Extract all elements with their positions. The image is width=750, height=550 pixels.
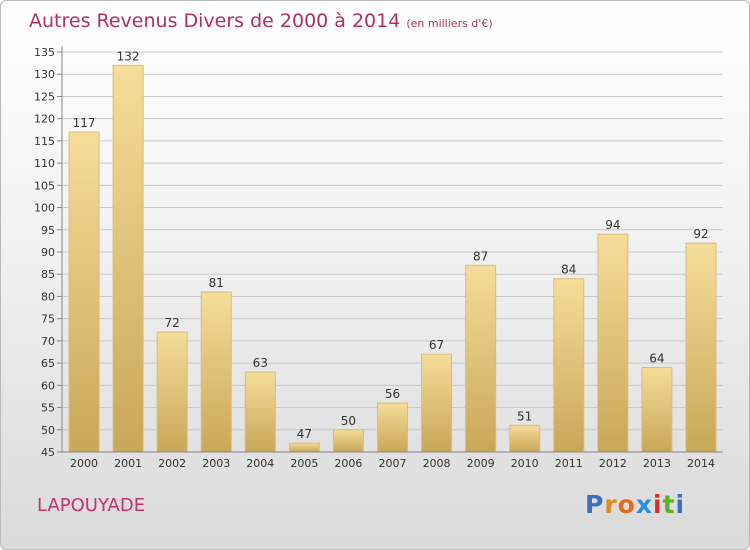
bar bbox=[156, 331, 188, 453]
y-tick-label: 75 bbox=[41, 313, 55, 326]
y-tick-label: 105 bbox=[34, 179, 55, 192]
brand-letter: P bbox=[585, 490, 605, 519]
y-tick-label: 55 bbox=[41, 402, 55, 415]
y-tick-label: 95 bbox=[41, 224, 55, 237]
bar bbox=[68, 131, 100, 453]
x-tick-label: 2006 bbox=[334, 457, 362, 470]
data-label: 94 bbox=[605, 218, 620, 232]
x-tick-label: 2012 bbox=[599, 457, 627, 470]
y-tick-label: 90 bbox=[41, 246, 55, 259]
bar bbox=[332, 429, 364, 453]
y-tick-label: 110 bbox=[34, 157, 55, 170]
x-tick-label: 2005 bbox=[290, 457, 318, 470]
data-label: 47 bbox=[297, 427, 312, 441]
chart-title-unit: (en milliers d'€) bbox=[406, 17, 493, 30]
bar bbox=[553, 278, 585, 453]
brand-letter: o bbox=[617, 490, 636, 519]
y-tick-label: 120 bbox=[34, 113, 55, 126]
bar bbox=[509, 424, 541, 453]
x-tick-label: 2011 bbox=[555, 457, 583, 470]
data-label: 72 bbox=[165, 316, 180, 330]
y-tick-label: 100 bbox=[34, 202, 55, 215]
bars bbox=[68, 64, 717, 453]
x-tick-labels: 2000 2001 2002 2003 2004 2005 2006 2007 2008 2009… bbox=[70, 457, 715, 470]
axes bbox=[61, 46, 723, 453]
x-tick-label: 2007 bbox=[379, 457, 407, 470]
y-tick-label: 45 bbox=[41, 446, 55, 459]
x-tick-label: 2001 bbox=[114, 457, 142, 470]
data-label: 67 bbox=[429, 338, 444, 352]
brand-letter: i bbox=[653, 490, 663, 519]
data-label: 56 bbox=[385, 387, 400, 401]
y-tick-label: 70 bbox=[41, 335, 55, 348]
data-label: 81 bbox=[209, 276, 224, 290]
brand-letter: i bbox=[675, 490, 686, 519]
y-tick-label: 85 bbox=[41, 268, 55, 281]
bar bbox=[112, 64, 144, 453]
brand-letter: t bbox=[662, 490, 676, 519]
y-tick-label: 50 bbox=[41, 424, 55, 437]
data-label: 87 bbox=[473, 249, 488, 263]
data-label: 51 bbox=[517, 409, 532, 423]
chart-title: Autres Revenus Divers de 2000 à 2014 (en … bbox=[29, 10, 493, 32]
x-tick-label: 2004 bbox=[246, 457, 274, 470]
y-tick-label: 135 bbox=[34, 46, 55, 59]
x-tick-label: 2010 bbox=[511, 457, 539, 470]
data-label: 50 bbox=[341, 414, 356, 428]
bar bbox=[597, 233, 629, 453]
data-label: 117 bbox=[73, 116, 96, 130]
y-tick-label: 80 bbox=[41, 290, 55, 303]
x-tick-label: 2009 bbox=[467, 457, 495, 470]
data-label: 84 bbox=[561, 263, 576, 277]
bar bbox=[421, 353, 453, 453]
bar bbox=[685, 242, 717, 453]
bar bbox=[641, 367, 673, 453]
place-name: LAPOUYADE bbox=[37, 495, 146, 516]
y-tick-label: 130 bbox=[34, 68, 55, 81]
x-tick-label: 2000 bbox=[70, 457, 98, 470]
data-label: 63 bbox=[253, 356, 268, 370]
x-tick-label: 2013 bbox=[643, 457, 671, 470]
y-tick-labels: 45 50 55 60 65 70 75 80 85 90 95 100 105 110 115 120 125… bbox=[34, 46, 55, 459]
bar bbox=[377, 402, 408, 453]
y-tick-label: 115 bbox=[34, 135, 55, 148]
data-labels: 117 132 72 81 63 47 50 56 67 87 51 84 94 64 92 bbox=[73, 49, 709, 441]
x-tick-label: 2002 bbox=[158, 457, 186, 470]
x-tick-label: 2008 bbox=[423, 457, 451, 470]
x-tick-label: 2003 bbox=[202, 457, 230, 470]
data-label: 132 bbox=[117, 49, 140, 63]
bar bbox=[465, 264, 497, 453]
chart-title-text: Autres Revenus Divers de 2000 à 2014 bbox=[29, 10, 401, 32]
x-tick-label: 2014 bbox=[687, 457, 715, 470]
y-tick-label: 65 bbox=[41, 357, 55, 370]
brand-letter: r bbox=[604, 490, 618, 519]
brand-letter: x bbox=[635, 490, 653, 519]
bar bbox=[200, 291, 232, 453]
brand-logo: Proxiti bbox=[585, 490, 685, 519]
data-label: 64 bbox=[649, 352, 664, 366]
bar bbox=[288, 442, 320, 453]
bar bbox=[244, 371, 276, 453]
y-tick-label: 125 bbox=[34, 90, 55, 103]
y-tick-label: 60 bbox=[41, 379, 55, 392]
data-label: 92 bbox=[693, 227, 708, 241]
